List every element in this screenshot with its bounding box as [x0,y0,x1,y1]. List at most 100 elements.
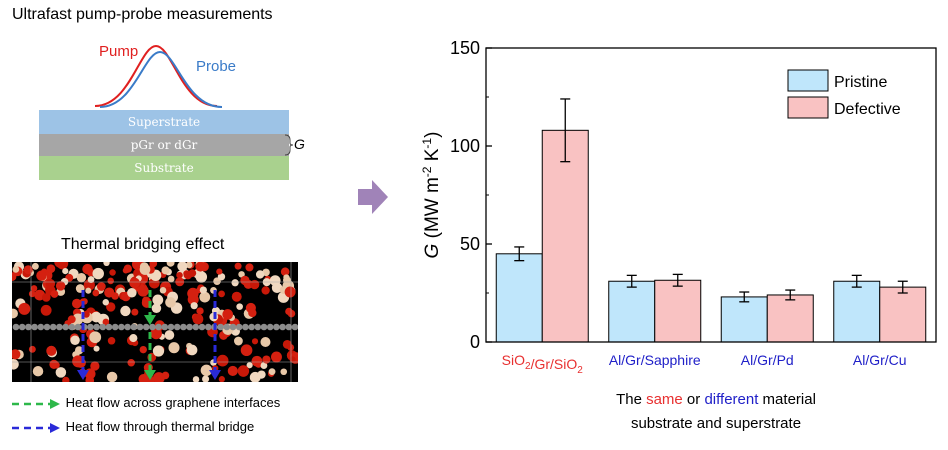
atom [46,345,57,356]
atom [217,273,226,281]
atom [164,330,175,340]
legend-bridge-flow: Heat flow through thermal bridge [10,419,254,435]
error-bar-pristine-1 [626,274,637,288]
atom [159,287,167,294]
graphene-atom [248,323,255,331]
atom [72,355,85,368]
atom [284,286,296,298]
atom [192,313,204,325]
atom [138,374,149,382]
atom [96,282,106,291]
y-tick-label-100: 100 [450,136,480,156]
interface-flow-arrow-bottom [144,332,156,380]
legend-label-defective: Defective [834,101,901,118]
atom [200,364,213,377]
atom [186,344,198,356]
bridge-flow-arrow-left [77,290,89,380]
atom [90,361,100,371]
graphene-atom [291,323,298,331]
graphene-atom [68,323,76,331]
atom [103,262,110,267]
y-axis-label: G (MW m-2 K-1) [420,132,443,259]
graphene-atom [149,323,156,331]
graphene-atom [223,323,231,331]
atom [106,302,116,312]
interface-flow-arrow-top [144,290,156,325]
g-bracket [284,134,294,156]
atom [46,264,56,274]
graphene-atom [130,323,138,331]
atom [251,338,259,345]
y-tick-label-150: 150 [450,38,480,58]
atom [199,291,211,303]
atom [30,285,38,292]
graphene-atom [266,323,274,331]
atom [222,309,234,320]
atom [12,308,18,319]
atom [152,372,165,382]
conductance-bar-chart: 0 50 100 150 SiO2/Gr/SiO2 Al/Gr/Sapphire Al/G… [420,38,937,432]
atom [218,290,225,298]
graphene-atom [260,323,268,331]
atom [89,331,102,344]
atom [120,305,131,317]
atom [177,262,188,272]
graphene-atom [155,323,162,331]
graphene-atom [18,323,26,331]
atom [55,367,67,378]
atom [238,271,245,278]
atom [187,287,199,300]
legend-swatch-defective [787,96,829,119]
graphene-atom [229,323,237,331]
atom [129,334,138,343]
bar-defective-1 [654,279,702,343]
superstrate-layer: Superstrate [39,110,289,134]
graphene-atom [254,323,262,331]
bridging-title: Thermal bridging effect [61,236,225,253]
atom [55,281,66,291]
atom [249,371,261,382]
graphene-atom [62,323,69,331]
atom [92,267,104,280]
atom [260,336,271,347]
error-bar-pristine-3 [851,274,862,288]
atom [82,310,90,318]
atom [53,361,60,369]
atom [166,262,175,267]
atom [231,291,242,302]
right-arrow-icon [358,180,388,214]
atom [260,362,268,369]
atom [245,263,254,272]
legend-bridge-flow-text: Heat flow through thermal bridge [65,419,255,434]
atom [67,315,76,324]
atom [151,303,162,313]
graphene-atom [242,323,249,331]
atom [271,351,282,363]
bar-pristine-1 [608,280,656,343]
atom [62,268,69,275]
atom [183,270,193,280]
error-bar-pristine-2 [739,291,750,303]
annotation-line-2: substrate and superstrate [631,415,801,432]
atom [240,275,250,286]
atom [246,362,253,369]
x-tick-label-3: Al/Gr/Cu [853,352,907,368]
atom [185,262,193,269]
graphene-atom [74,323,82,331]
atom [40,304,52,316]
atom [196,307,204,315]
bar-pristine-3 [833,280,881,343]
atom [127,359,135,367]
pump-probe-pulses [94,44,223,108]
atom [72,313,84,325]
legend-interface-flow: Heat flow across graphene interfaces [10,395,280,411]
graphene-atom [12,323,20,331]
atom [106,371,118,382]
error-bar-defective-3 [897,280,908,294]
atom [152,345,165,357]
graphene-atom [142,323,150,331]
atom [28,345,36,353]
legend-label-pristine: Pristine [834,74,887,91]
x-tick-label-1: Al/Gr/Sapphire [609,352,701,368]
atom [54,262,66,268]
